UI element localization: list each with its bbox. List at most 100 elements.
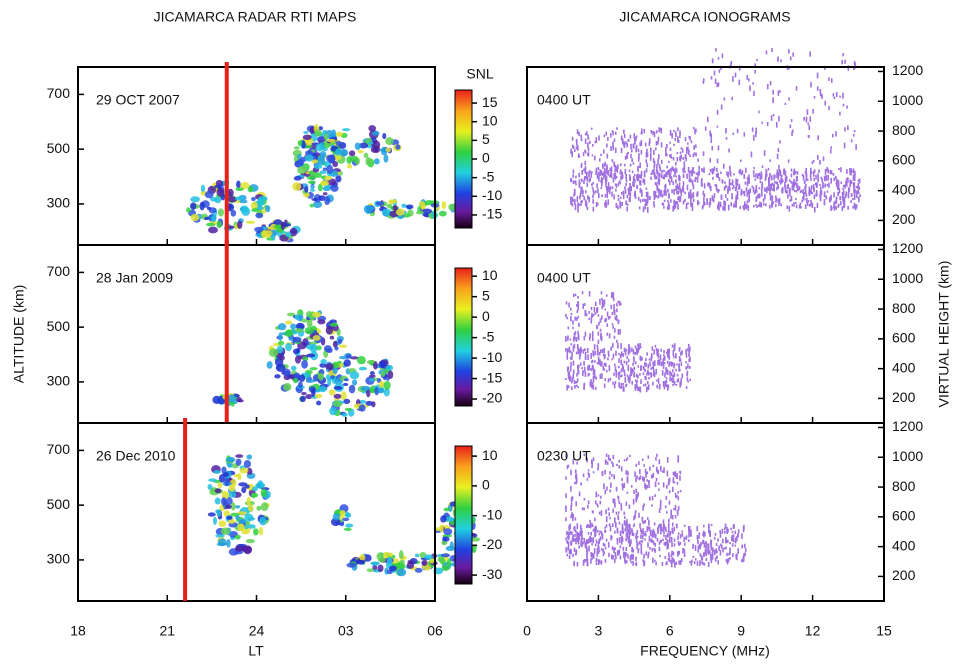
trace xyxy=(717,159,719,164)
trace xyxy=(618,511,620,513)
trace xyxy=(624,134,626,138)
trace xyxy=(625,560,627,564)
trace xyxy=(666,153,668,156)
trace xyxy=(688,150,690,153)
trace xyxy=(627,478,629,484)
trace xyxy=(710,186,712,191)
trace xyxy=(633,146,635,148)
trace xyxy=(688,526,690,532)
trace xyxy=(624,552,626,557)
echo xyxy=(306,345,316,350)
trace xyxy=(626,179,628,182)
trace xyxy=(806,194,808,197)
trace xyxy=(731,97,733,100)
trace xyxy=(636,380,638,382)
echo xyxy=(306,354,315,358)
trace xyxy=(612,509,614,513)
trace xyxy=(572,377,574,381)
trace xyxy=(648,484,650,488)
trace xyxy=(593,537,595,543)
trace xyxy=(716,173,718,177)
trace xyxy=(592,524,594,528)
trace xyxy=(656,130,658,133)
trace xyxy=(731,193,733,199)
trace xyxy=(644,538,646,540)
trace xyxy=(635,494,637,500)
trace xyxy=(671,557,673,561)
trace xyxy=(642,476,644,481)
trace xyxy=(778,169,780,174)
trace xyxy=(586,552,588,554)
trace xyxy=(658,154,660,159)
trace xyxy=(619,501,621,504)
trace xyxy=(624,528,626,531)
trace xyxy=(573,337,575,342)
trace xyxy=(666,496,668,500)
trace xyxy=(672,206,674,212)
trace xyxy=(650,534,652,536)
trace xyxy=(677,197,679,200)
trace xyxy=(599,173,601,177)
echo xyxy=(226,539,230,548)
trace xyxy=(588,171,590,177)
trace xyxy=(722,548,724,552)
trace xyxy=(772,90,774,95)
trace xyxy=(834,177,836,179)
trace xyxy=(649,536,651,542)
trace xyxy=(583,370,585,372)
trace xyxy=(709,205,711,207)
trace xyxy=(618,195,620,197)
trace xyxy=(646,200,648,203)
trace xyxy=(572,496,574,500)
trace xyxy=(718,206,720,210)
trace xyxy=(681,350,683,355)
trace xyxy=(628,359,630,362)
trace xyxy=(577,296,579,299)
trace xyxy=(659,524,661,527)
trace xyxy=(668,523,670,528)
trace xyxy=(644,362,646,365)
trace xyxy=(689,136,691,140)
trace xyxy=(633,176,635,181)
trace xyxy=(664,373,666,378)
trace xyxy=(784,182,786,187)
trace xyxy=(837,192,839,196)
trace xyxy=(577,331,579,335)
trace xyxy=(816,182,818,187)
trace xyxy=(646,373,648,375)
echo xyxy=(443,537,450,542)
trace xyxy=(807,122,809,125)
trace xyxy=(570,362,572,367)
trace xyxy=(572,538,574,541)
trace xyxy=(642,517,644,522)
trace xyxy=(571,352,573,357)
trace xyxy=(581,367,583,369)
trace xyxy=(647,542,649,547)
trace xyxy=(612,343,614,348)
trace xyxy=(703,525,705,528)
trace xyxy=(742,170,744,174)
echo xyxy=(378,557,386,562)
trace xyxy=(690,193,692,199)
trace xyxy=(616,340,618,343)
trace xyxy=(820,89,822,94)
echo xyxy=(346,563,356,568)
trace xyxy=(605,132,607,136)
trace xyxy=(597,307,599,313)
trace xyxy=(612,146,614,150)
trace xyxy=(673,175,675,177)
trace xyxy=(675,353,677,359)
trace xyxy=(631,371,633,375)
trace xyxy=(678,541,680,545)
trace xyxy=(598,167,600,170)
trace xyxy=(609,333,611,338)
echo xyxy=(278,332,282,340)
trace xyxy=(575,553,577,556)
trace xyxy=(671,554,673,557)
trace xyxy=(597,468,599,470)
trace xyxy=(725,128,727,134)
echo xyxy=(211,215,216,222)
trace xyxy=(641,150,643,155)
trace xyxy=(735,185,737,189)
trace xyxy=(702,533,704,536)
